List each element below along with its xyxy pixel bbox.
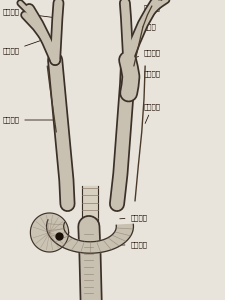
Text: 窦神经: 窦神经	[144, 24, 157, 30]
Text: 颈动脉体: 颈动脉体	[134, 49, 161, 58]
Text: 主动脉体: 主动脉体	[95, 241, 148, 248]
Text: 颈动脉窦: 颈动脉窦	[134, 70, 161, 77]
Polygon shape	[47, 220, 133, 253]
Text: 迷走神经: 迷走神经	[144, 103, 161, 124]
Text: 颈外动脉: 颈外动脉	[2, 40, 42, 54]
Text: 主动脉弓: 主动脉弓	[120, 214, 148, 221]
Text: 颈内动脉: 颈内动脉	[2, 9, 55, 18]
Text: 颈总动脉: 颈总动脉	[2, 117, 57, 123]
Text: 舌咽神经: 舌咽神经	[144, 4, 161, 11]
Polygon shape	[30, 213, 69, 252]
